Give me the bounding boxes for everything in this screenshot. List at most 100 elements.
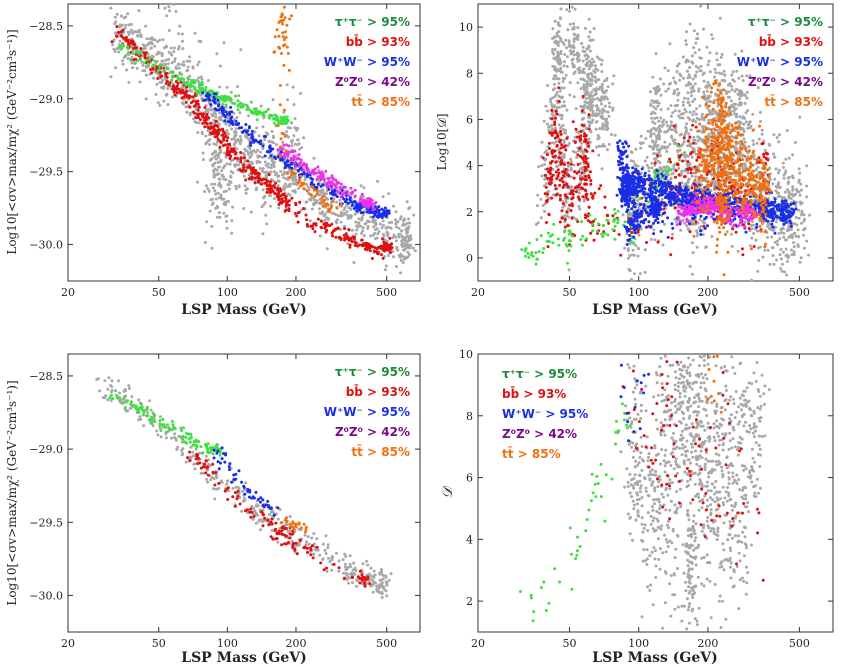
- data-point-orange: [281, 132, 285, 135]
- data-point-gray: [756, 246, 760, 250]
- data-point-gray: [347, 214, 351, 218]
- data-point-gray: [641, 141, 645, 145]
- data-point-gray: [151, 38, 155, 42]
- data-point-gray: [109, 6, 113, 10]
- data-point-gray: [299, 208, 303, 212]
- data-point-gray: [276, 184, 280, 188]
- data-point-gray: [600, 58, 604, 62]
- data-point-gray: [676, 87, 680, 91]
- data-point-gray: [215, 52, 219, 56]
- data-point-gray: [697, 139, 700, 143]
- data-point-gray: [670, 136, 674, 140]
- data-point-gray: [385, 230, 389, 234]
- data-point-gray: [205, 220, 209, 224]
- data-point-gray: [610, 133, 613, 137]
- data-point-gray: [586, 55, 590, 59]
- data-point-red: [280, 200, 284, 203]
- data-point-gray: [374, 223, 378, 227]
- data-point-gray: [594, 89, 598, 93]
- data-point-blue: [228, 120, 232, 124]
- data-point-orange: [286, 52, 290, 55]
- data-point-gray: [664, 130, 668, 134]
- data-point-gray: [724, 89, 728, 93]
- data-point-red: [353, 244, 357, 247]
- data-point-gray: [691, 77, 695, 81]
- data-point-orange: [282, 38, 286, 42]
- data-point-gray: [662, 82, 666, 86]
- data-point-gray: [361, 229, 365, 233]
- data-point-gray: [567, 39, 571, 43]
- data-point-red: [132, 58, 136, 62]
- data-point-red: [569, 162, 573, 166]
- data-point-gray: [395, 246, 399, 250]
- data-point-gray: [730, 88, 734, 92]
- data-point-gray: [286, 98, 290, 102]
- data-point-gray: [578, 161, 582, 165]
- data-point-magenta: [285, 143, 288, 147]
- data-point-gray: [768, 143, 772, 147]
- data-point-gray: [695, 107, 698, 111]
- data-point-gray: [303, 178, 307, 182]
- data-point-gray: [403, 244, 407, 248]
- data-point-red: [361, 243, 364, 247]
- data-point-orange: [291, 170, 295, 174]
- data-point-orange: [272, 50, 276, 54]
- data-point-gray: [300, 146, 304, 150]
- data-point-red: [214, 119, 218, 123]
- data-point-gray: [361, 226, 365, 230]
- data-point-gray: [248, 160, 252, 164]
- data-point-red: [130, 39, 134, 43]
- data-point-red: [273, 191, 277, 195]
- data-point-gray: [683, 96, 687, 100]
- data-point-gray: [407, 217, 410, 221]
- data-point-gray: [227, 183, 231, 187]
- data-point-gray: [597, 153, 601, 157]
- data-point-gray: [588, 108, 592, 112]
- data-point-blue: [265, 150, 269, 154]
- data-point-gray: [283, 182, 287, 186]
- data-point-gray: [663, 140, 667, 144]
- plot-frame: [67, 3, 421, 282]
- data-point-blue: [342, 197, 346, 201]
- data-point-orange: [283, 43, 287, 47]
- data-point-gray: [692, 46, 695, 50]
- data-point-gray: [196, 131, 200, 134]
- data-point-gray: [562, 86, 566, 90]
- data-point-gray: [653, 152, 657, 156]
- data-point-red: [194, 116, 198, 120]
- data-point-gray: [225, 226, 229, 230]
- data-point-orange: [285, 23, 289, 27]
- data-point-gray: [279, 169, 283, 173]
- data-point-gray: [171, 95, 175, 99]
- data-point-gray: [373, 218, 377, 222]
- data-point-gray: [145, 73, 148, 77]
- data-point-magenta: [311, 168, 315, 172]
- data-point-gray: [776, 243, 779, 246]
- data-point-gray: [658, 124, 662, 128]
- data-point-gray: [747, 145, 751, 149]
- data-point-gray: [569, 160, 573, 164]
- data-point-gray: [161, 59, 165, 63]
- data-point-gray: [392, 204, 395, 208]
- data-point-gray: [773, 177, 777, 181]
- data-point-gray: [760, 128, 764, 132]
- data-point-gray: [790, 228, 794, 231]
- data-point-gray: [579, 181, 583, 185]
- data-point-gray: [654, 128, 658, 132]
- data-point-gray: [401, 261, 405, 264]
- data-point-gray: [220, 174, 224, 178]
- data-point-gray: [763, 148, 767, 152]
- data-point-red: [150, 71, 154, 75]
- data-point-blue: [263, 154, 267, 158]
- data-point-gray: [546, 122, 550, 126]
- data-point-gray: [655, 85, 659, 89]
- data-point-red: [344, 232, 348, 236]
- data-point-gray: [318, 207, 321, 211]
- data-point-gray: [218, 111, 222, 115]
- data-point-gray: [557, 77, 561, 81]
- data-point-blue: [249, 144, 253, 147]
- data-point-red: [248, 165, 252, 169]
- data-point-gray: [570, 185, 574, 189]
- data-point-gray: [652, 86, 656, 90]
- data-point-gray: [220, 197, 224, 201]
